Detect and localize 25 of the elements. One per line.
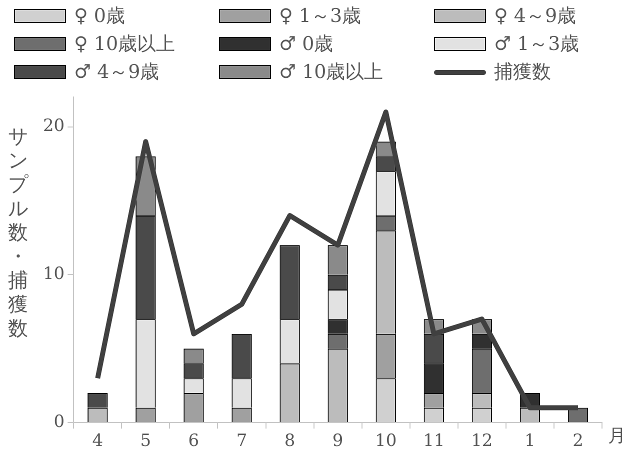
x-tick-label: 10 [375,431,397,452]
legend-label: 捕獲数 [494,60,551,85]
x-tick-label: 2 [572,431,584,452]
y-tick-label: 10 [42,264,65,284]
legend-label: ♀ 0歳 [74,4,126,29]
legend-label: ♂ 0歳 [279,32,334,57]
x-tick-label: 6 [188,431,200,452]
y-tick-label: 0 [54,412,65,432]
x-tick-label: 4 [92,431,104,452]
legend-label: ♂ 1～3歳 [494,32,580,57]
legend-label: ♂ 4～9歳 [74,60,160,85]
x-tick-label: 1 [524,431,536,452]
x-axis-title: 月 [608,425,626,446]
x-tick-label: 5 [140,431,152,452]
legend-label: ♂ 10歳以上 [279,60,384,85]
legend-label: ♀ 4～9歳 [494,4,576,29]
text: サンプル数・捕獲数 [8,124,28,340]
x-tick-label: 12 [471,431,493,452]
x-tick-label: 11 [423,431,445,452]
x-tick-label: 7 [236,431,248,452]
legend-label: ♀ 10歳以上 [74,32,176,57]
legend-label: ♀ 1～3歳 [279,4,362,29]
y-tick-label: 20 [42,116,65,136]
x-tick-label: 8 [284,431,296,452]
x-tick-label: 9 [332,431,344,452]
